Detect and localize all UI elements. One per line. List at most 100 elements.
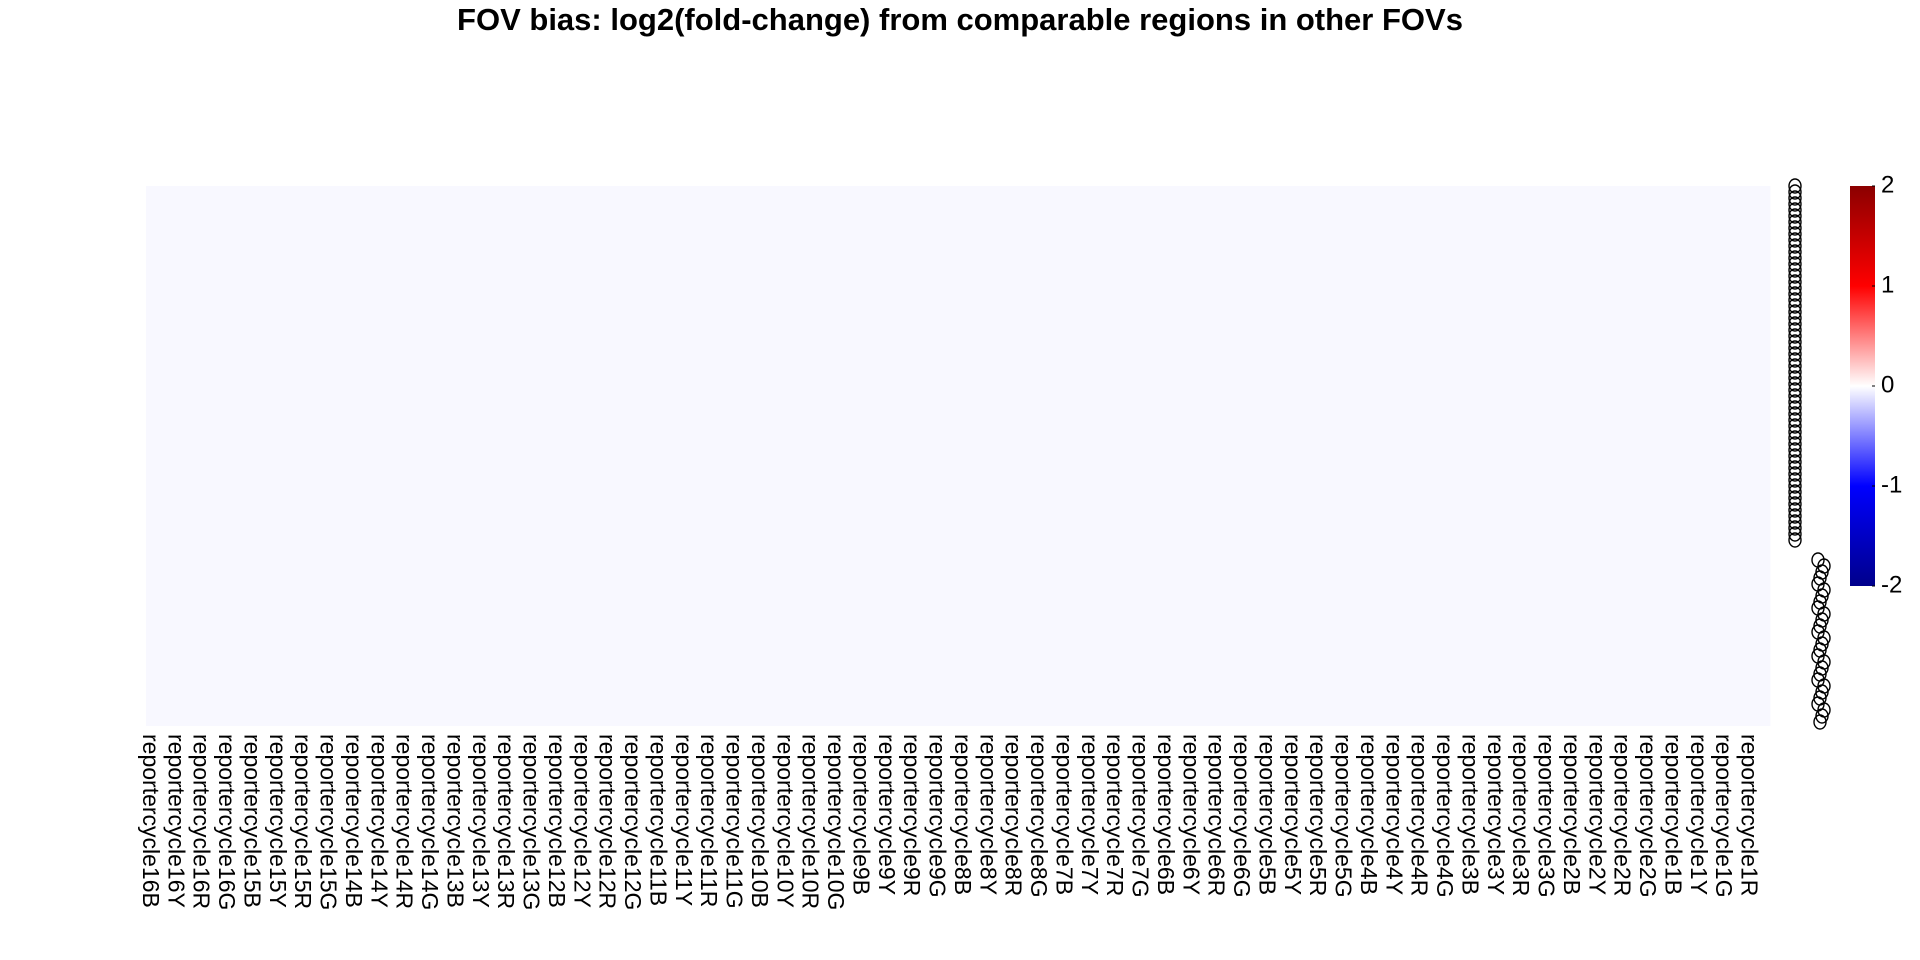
column-label: reportercycle8R (1001, 734, 1027, 896)
column-label: reportercycle1R (1737, 734, 1763, 896)
row-label-glyph (1788, 280, 1802, 296)
row-label-glyph (1788, 340, 1802, 356)
row-label-glyph (1788, 286, 1802, 302)
row-label-glyph (1788, 232, 1802, 248)
row-label-glyph (1788, 430, 1802, 446)
colorbar: 2 1 0 -1 -2 (1850, 171, 1902, 598)
row-label-glyph (1788, 208, 1802, 224)
heatmap-cells (146, 186, 1771, 726)
row-label-glyph (1788, 268, 1802, 284)
heatmap-cell (983, 186, 1010, 726)
row-label-glyph (1788, 238, 1802, 254)
row-label-glyph (1788, 460, 1802, 476)
column-label: reportercycle3R (1508, 734, 1534, 896)
column-label: reportercycle12B (544, 734, 570, 908)
row-label-glyph (1788, 364, 1802, 380)
heatmap-cell (831, 186, 857, 726)
colorbar-tick-label: -1 (1881, 471, 1902, 498)
row-label-glyph (1788, 250, 1802, 266)
column-label: reportercycle12Y (569, 734, 595, 908)
column-label: reportercycle16G (214, 734, 240, 910)
column-label: reportercycle9Y (874, 734, 900, 895)
heatmap-cell (1541, 186, 1568, 726)
heatmap-cell (1008, 186, 1035, 726)
heatmap-cell (805, 186, 832, 726)
row-label-glyph (1788, 532, 1802, 548)
column-label: reportercycle13B (442, 734, 468, 908)
heatmap-cell (1186, 186, 1213, 726)
heatmap-cell (526, 186, 553, 726)
row-label-glyph (1788, 478, 1802, 494)
row-label-glyph (1788, 520, 1802, 536)
column-label: reportercycle7R (1102, 734, 1128, 896)
column-label: reportercycle1G (1711, 734, 1737, 898)
heatmap-cell (780, 186, 807, 726)
column-label: reportercycle3B (1457, 734, 1483, 895)
row-label-glyph (1788, 310, 1802, 326)
column-label: reportercycle14Y (366, 734, 392, 908)
column-label: reportercycle6Y (1178, 734, 1204, 895)
heatmap-cell (1643, 186, 1669, 726)
row-label-glyph (1788, 526, 1802, 542)
heatmap-cell (602, 186, 629, 726)
row-label-glyph (1788, 436, 1802, 452)
column-label: reportercycle2G (1635, 734, 1661, 898)
row-label-glyph (1788, 214, 1802, 230)
heatmap-cell (932, 186, 959, 726)
row-label-glyph (1788, 394, 1802, 410)
heatmap-cell (171, 186, 198, 726)
heatmap-cell (1617, 186, 1644, 726)
heatmap-cell (958, 186, 984, 726)
column-label: reportercycle13Y (468, 734, 494, 908)
row-label-glyph (1788, 514, 1802, 530)
column-label: reportercycle10G (823, 734, 849, 910)
heatmap-cell (146, 186, 172, 726)
heatmap-cell (881, 186, 908, 726)
column-label: reportercycle4Y (1381, 734, 1407, 895)
column-label: reportercycle16R (189, 734, 215, 909)
colorbar-tick-label: 1 (1881, 271, 1894, 298)
heatmap-cell (1338, 186, 1365, 726)
row-label-glyph (1788, 466, 1802, 482)
column-label: reportercycle10R (798, 734, 824, 909)
row-label-glyph (1788, 178, 1802, 194)
column-label: reportercycle13R (493, 734, 519, 909)
column-label: reportercycle3G (1534, 734, 1560, 898)
row-label-glyph (1788, 298, 1802, 314)
row-label-glyph (1788, 292, 1802, 308)
column-label: reportercycle4R (1407, 734, 1433, 896)
row-label-glyph (1788, 370, 1802, 386)
row-label-glyph (1788, 262, 1802, 278)
column-label: reportercycle11R (696, 734, 722, 907)
column-label: reportercycle15R (290, 734, 316, 909)
heatmap-cell (298, 186, 325, 726)
row-label-glyph (1788, 484, 1802, 500)
row-label-glyph (1788, 328, 1802, 344)
heatmap-cell (1440, 186, 1466, 726)
column-labels: reportercycle16B reportercycle16Y reporter… (138, 734, 1763, 910)
heatmap-cell (222, 186, 248, 726)
column-label: reportercycle11Y (671, 734, 697, 906)
heatmap-cell (1262, 186, 1289, 726)
heatmap-cell (1211, 186, 1238, 726)
column-label: reportercycle15B (239, 734, 265, 908)
heatmap-cell (1084, 186, 1111, 726)
heatmap-cell (374, 186, 401, 726)
heatmap-cell (450, 186, 477, 726)
column-label: reportercycle7Y (1077, 734, 1103, 895)
heatmap-cell (1719, 186, 1746, 726)
row-label-glyph (1788, 352, 1802, 368)
heatmap-cell (577, 186, 604, 726)
column-label: reportercycle1B (1660, 734, 1686, 895)
heatmap-cell (1110, 186, 1137, 726)
row-label-glyph (1788, 184, 1802, 200)
row-label-glyph (1788, 502, 1802, 518)
row-label-glyph (1788, 382, 1802, 398)
heatmap-cell (1592, 186, 1619, 726)
row-label-glyph (1788, 508, 1802, 524)
row-label-glyph (1788, 472, 1802, 488)
column-label: reportercycle5B (1254, 734, 1280, 895)
row-label-glyph (1788, 196, 1802, 212)
row-label-glyph (1788, 406, 1802, 422)
